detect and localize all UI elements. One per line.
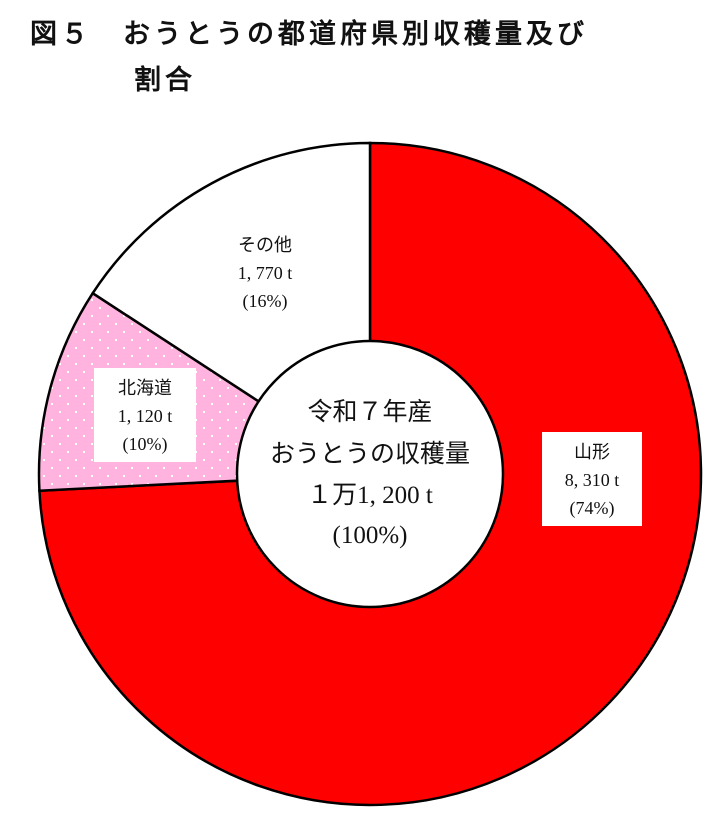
title-line-1: 図５ おうとうの都道府県別収穫量及び bbox=[30, 19, 588, 50]
slice-value: 8, 310 t bbox=[565, 470, 620, 490]
title-line-2: 割合 bbox=[134, 65, 196, 96]
slice-label-2: その他 1, 770 t (16%) bbox=[238, 235, 293, 312]
slice-label-1: 北海道 1, 120 t (10%) bbox=[94, 368, 196, 462]
label-box bbox=[542, 432, 642, 526]
slice-percent: (74%) bbox=[570, 498, 615, 519]
slice-label-0: 山形 8, 310 t (74%) bbox=[542, 432, 642, 526]
slice-name: 山形 bbox=[574, 442, 610, 462]
center-label-line-3: １万1, 200 t bbox=[307, 482, 433, 509]
slice-value: 1, 770 t bbox=[238, 263, 293, 283]
slice-name: 北海道 bbox=[118, 378, 172, 398]
slice-name: その他 bbox=[238, 235, 292, 255]
center-label-line-2: おうとうの収穫量 bbox=[270, 440, 470, 468]
slice-percent: (10%) bbox=[123, 434, 168, 455]
center-label-line-1: 令和７年産 bbox=[307, 398, 432, 426]
center-label: 令和７年産 おうとうの収穫量 １万1, 200 t (100%) bbox=[270, 398, 470, 549]
slice-value: 1, 120 t bbox=[118, 406, 173, 426]
donut-hole bbox=[235, 339, 505, 609]
chart-title: 図５ おうとうの都道府県別収穫量及び 割合 bbox=[30, 12, 588, 104]
label-box bbox=[94, 368, 196, 462]
center-label-line-4: (100%) bbox=[333, 522, 408, 549]
slice-percent: (16%) bbox=[243, 291, 288, 312]
